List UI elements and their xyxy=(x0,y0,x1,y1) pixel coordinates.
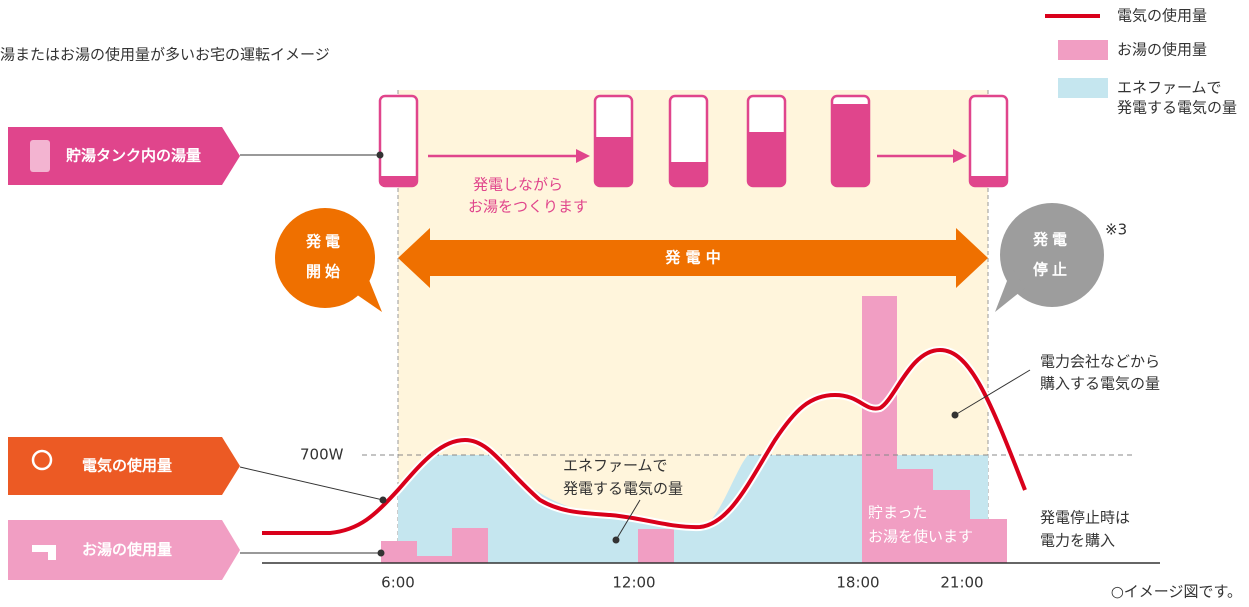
legend-label: 電気の使用量 xyxy=(1117,7,1207,25)
connectors xyxy=(239,151,1031,557)
annotation: お湯を使います xyxy=(868,528,973,546)
tank-label-box xyxy=(8,127,240,185)
bulb-icon xyxy=(31,449,53,471)
legend-swatch xyxy=(1058,40,1108,60)
footnote: ○イメージ図です。 xyxy=(1111,583,1242,601)
tank-arrows xyxy=(428,149,967,163)
electric-label-box xyxy=(8,437,240,495)
time-label: 21:00 xyxy=(940,574,983,592)
legend-swatch xyxy=(1058,78,1108,98)
tank-icon xyxy=(30,140,50,172)
legend-label: エネファームで xyxy=(1117,79,1222,97)
time-label: 6:00 xyxy=(381,574,415,592)
bubble-text: 停止 xyxy=(1033,261,1071,279)
running-arrow xyxy=(398,228,988,288)
tank-note: お湯をつくります xyxy=(468,198,588,216)
annotation: 電力会社などから xyxy=(1040,353,1160,371)
start-bubble xyxy=(275,208,375,308)
time-label: 12:00 xyxy=(612,574,655,592)
electricity-curve xyxy=(262,347,1027,535)
hot-water-bars xyxy=(381,296,1007,563)
bubble-text: 発電 xyxy=(1032,231,1071,249)
legend-label: 発電する電気の量 xyxy=(1117,99,1237,117)
tank-note: 発電しながら xyxy=(473,176,563,194)
side-label: 貯湯タンク内の湯量 xyxy=(66,147,201,165)
faucet-icon xyxy=(32,545,56,560)
annotation: 貯まった xyxy=(868,504,927,522)
water-label-box xyxy=(8,520,240,580)
stop-bubble xyxy=(1000,203,1104,307)
annotation: 発電停止時は xyxy=(1040,509,1130,527)
legend-label: お湯の使用量 xyxy=(1117,41,1207,59)
threshold-label: 700W xyxy=(300,446,344,464)
bubble-tail xyxy=(350,270,382,312)
bubble-text: 発電 xyxy=(305,233,344,251)
note-mark: ※3 xyxy=(1105,221,1127,239)
generated-area xyxy=(398,455,988,563)
bubble-text: 開始 xyxy=(306,263,344,281)
title: 湯またはお湯の使用量が多いお宅の運転イメージ xyxy=(0,46,330,64)
side-label: お湯の使用量 xyxy=(82,541,172,559)
annotation: 電力を購入 xyxy=(1040,532,1115,550)
tanks xyxy=(378,94,1009,188)
bubble-tail xyxy=(995,268,1025,312)
annotation: 購入する電気の量 xyxy=(1040,375,1160,393)
annotation: 発電する電気の量 xyxy=(563,480,683,498)
side-label: 電気の使用量 xyxy=(82,457,172,475)
arrow-text: 発 電 中 xyxy=(664,249,720,267)
annotation: エネファームで xyxy=(563,457,668,475)
time-label: 18:00 xyxy=(836,574,879,592)
